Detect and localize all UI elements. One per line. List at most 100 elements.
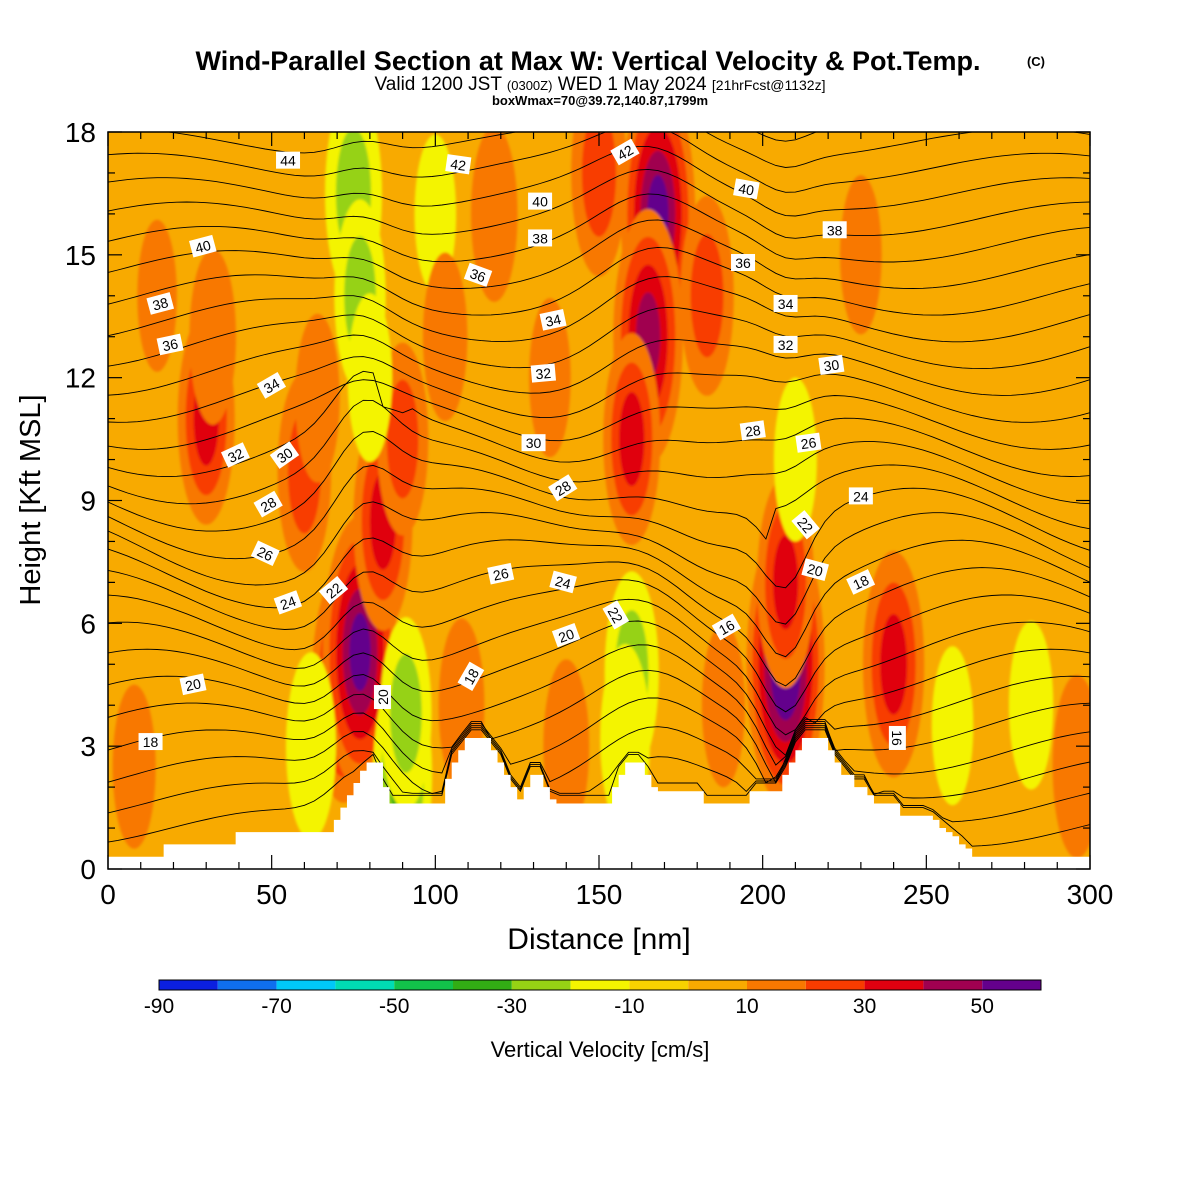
velocity-contour-fill	[840, 175, 882, 335]
theta-isoline	[108, 193, 1090, 263]
y-tick-label: 0	[80, 854, 96, 885]
colorbar-frame	[158, 979, 1042, 991]
theta-isoline	[108, 644, 1090, 766]
plot-area: 44 42 42 40 40 40 38 38 38 36 36 36 34 34 34 32 32 32 30 30…	[108, 132, 1090, 869]
colorbar-swatch	[747, 980, 806, 990]
theta-label: 38	[146, 292, 175, 315]
theta-label-text: 34	[778, 296, 794, 312]
theta-label-text: 18	[461, 666, 483, 688]
velocity-cell	[189, 248, 236, 425]
theta-label-box	[463, 262, 493, 287]
theta-label: 38	[822, 221, 847, 239]
velocity-contour-fill	[112, 684, 156, 849]
theta-label-text: 20	[184, 675, 203, 694]
velocity-contour-fill	[189, 248, 236, 425]
theta-label: 42	[610, 138, 640, 166]
x-tick-label: 250	[903, 879, 950, 910]
theta-label: 34	[773, 294, 798, 312]
theta-label-box	[189, 234, 217, 258]
theta-label: 40	[733, 178, 760, 200]
theta-label-text: 36	[735, 255, 751, 271]
chart-subtitle: Valid 1200 JST (0300Z) WED 1 May 2024 [2…	[375, 74, 826, 95]
y-tick-label: 15	[65, 240, 96, 271]
theta-isoline	[108, 697, 1090, 784]
theta-label-text: 36	[161, 335, 180, 354]
theta-label-box	[457, 661, 485, 691]
colorbar-swatch	[394, 980, 453, 990]
theta-label-box	[888, 725, 906, 750]
theta-label-box	[269, 441, 300, 469]
theta-label: 32	[773, 335, 798, 353]
velocity-cell	[701, 623, 745, 788]
x-axis: 0 50 100 150 200 250 300	[100, 132, 1113, 910]
theta-isoline	[108, 729, 1090, 847]
colorbar-swatch	[864, 980, 924, 990]
velocity-contour-fill	[773, 377, 817, 542]
theta-label-text: 34	[261, 375, 283, 397]
theta-label-box	[273, 590, 303, 615]
subtitle-valid: Valid 1200 JST	[375, 74, 503, 95]
theta-label-text: 30	[823, 356, 841, 374]
theta-label-box	[179, 673, 207, 696]
theta-label-text: 20	[805, 560, 824, 580]
terrain	[108, 737, 1090, 869]
theta-label-box	[220, 442, 250, 468]
theta-label-box	[318, 575, 349, 605]
theta-isoline	[108, 725, 1090, 799]
theta-label-text: 22	[605, 604, 627, 626]
velocity-contour-fill	[471, 132, 518, 302]
theta-label-text: 40	[193, 237, 212, 257]
velocity-cell	[603, 333, 661, 546]
theta-isoline	[108, 501, 1090, 625]
theta-isoline	[108, 537, 1090, 658]
theta-isoline	[108, 561, 1090, 687]
velocity-cell	[571, 132, 627, 277]
theta-label-box	[711, 613, 742, 641]
theta-isoline	[108, 168, 1090, 239]
theta-label: 28	[548, 474, 578, 502]
velocity-contour-fill	[772, 535, 799, 630]
theta-label: 40	[189, 234, 217, 258]
theta-label-text: 40	[737, 180, 755, 198]
theta-label: 20	[551, 623, 581, 648]
theta-label-box	[551, 623, 581, 648]
theta-label: 18	[138, 733, 163, 751]
theta-label-box	[276, 151, 301, 169]
colorbar-swatch	[805, 980, 865, 990]
velocity-cell	[295, 313, 340, 483]
theta-label-box	[848, 487, 873, 505]
theta-label-box	[846, 569, 876, 595]
x-tick-label: 0	[100, 879, 116, 910]
velocity-contour-fill	[880, 613, 908, 715]
theta-label-box	[610, 138, 640, 166]
colorbar-tick-label: -70	[261, 995, 291, 1018]
velocity-cell	[380, 617, 432, 810]
theta-isoline	[108, 246, 1090, 316]
velocity-cell	[471, 132, 518, 302]
theta-label: 26	[487, 562, 515, 585]
velocity-cell	[931, 646, 974, 806]
theta-label-text: 38	[532, 230, 548, 246]
theta-label: 34	[256, 372, 287, 399]
theta-label-text: 20	[556, 625, 576, 645]
theta-label-text: 44	[280, 153, 296, 169]
chart-subtitle-2: boxWmax=70@39.72,140.87,1799m	[492, 93, 708, 108]
velocity-contour-fill	[349, 613, 371, 691]
theta-label: 30	[521, 434, 546, 452]
colorbar-tick-label: -50	[379, 995, 409, 1018]
colorbar-tick-label: -30	[497, 995, 527, 1018]
theta-label-text: 26	[492, 565, 511, 584]
velocity-cell	[285, 652, 336, 841]
theta-label-text: 16	[889, 730, 905, 746]
theta-isoline	[108, 431, 1090, 540]
theta-label-text: 20	[375, 689, 391, 705]
theta-label-box	[791, 510, 820, 540]
velocity-contour-fill	[581, 132, 617, 237]
theta-label: 32	[530, 363, 557, 383]
theta-label-box	[549, 570, 577, 594]
velocity-cell	[1008, 620, 1054, 790]
y-tick-label: 9	[80, 486, 96, 517]
y-tick-label: 6	[80, 608, 96, 639]
theta-label-box	[739, 420, 766, 441]
theta-label: 36	[463, 262, 493, 287]
